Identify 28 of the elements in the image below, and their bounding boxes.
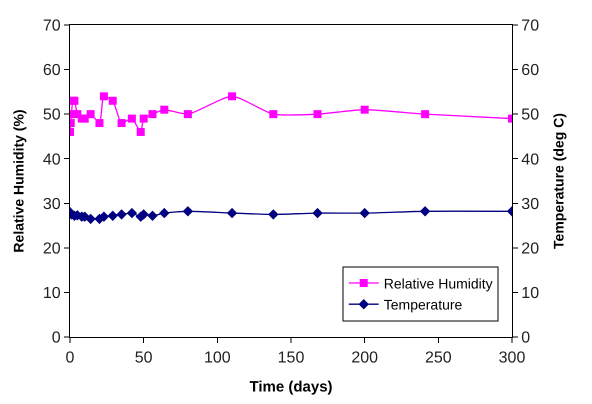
y2-axis-title: Temperature (deg C) — [550, 113, 566, 249]
y2-tick-label: 10 — [521, 285, 540, 302]
y-tick-label: 10 — [42, 285, 61, 302]
y-tick-label: 0 — [52, 330, 61, 347]
y-tick-label: 30 — [42, 196, 61, 213]
y-tick-label: 50 — [42, 106, 61, 124]
y2-tick-label: 50 — [521, 106, 540, 124]
y2-tick-label: 0 — [521, 330, 530, 347]
y-tick-label: 20 — [42, 240, 61, 258]
x-tick-label: 50 — [134, 349, 153, 366]
y-tick-label: 60 — [42, 62, 61, 80]
y-tick-label: 40 — [42, 151, 61, 168]
x-tick-label: 200 — [351, 349, 378, 366]
y-axis-title: Relative Humidity (%) — [10, 109, 27, 253]
x-tick-label: 250 — [424, 349, 452, 366]
y2-tick-label: 40 — [521, 151, 540, 168]
y-tick-label: 70 — [42, 18, 61, 35]
x-tick-label: 100 — [204, 349, 231, 366]
legend-label: Temperature — [384, 296, 463, 313]
x-tick-label: 150 — [278, 349, 304, 366]
y2-tick-label: 60 — [521, 62, 540, 80]
y2-tick-label: 30 — [521, 196, 540, 213]
y2-tick-label: 20 — [521, 240, 540, 258]
x-axis-title: Time (days) — [249, 378, 333, 396]
x-tick-label: 0 — [66, 349, 75, 366]
x-tick-label: 300 — [498, 349, 526, 366]
legend-label: Relative Humidity — [384, 275, 493, 292]
y2-tick-label: 70 — [521, 18, 540, 35]
